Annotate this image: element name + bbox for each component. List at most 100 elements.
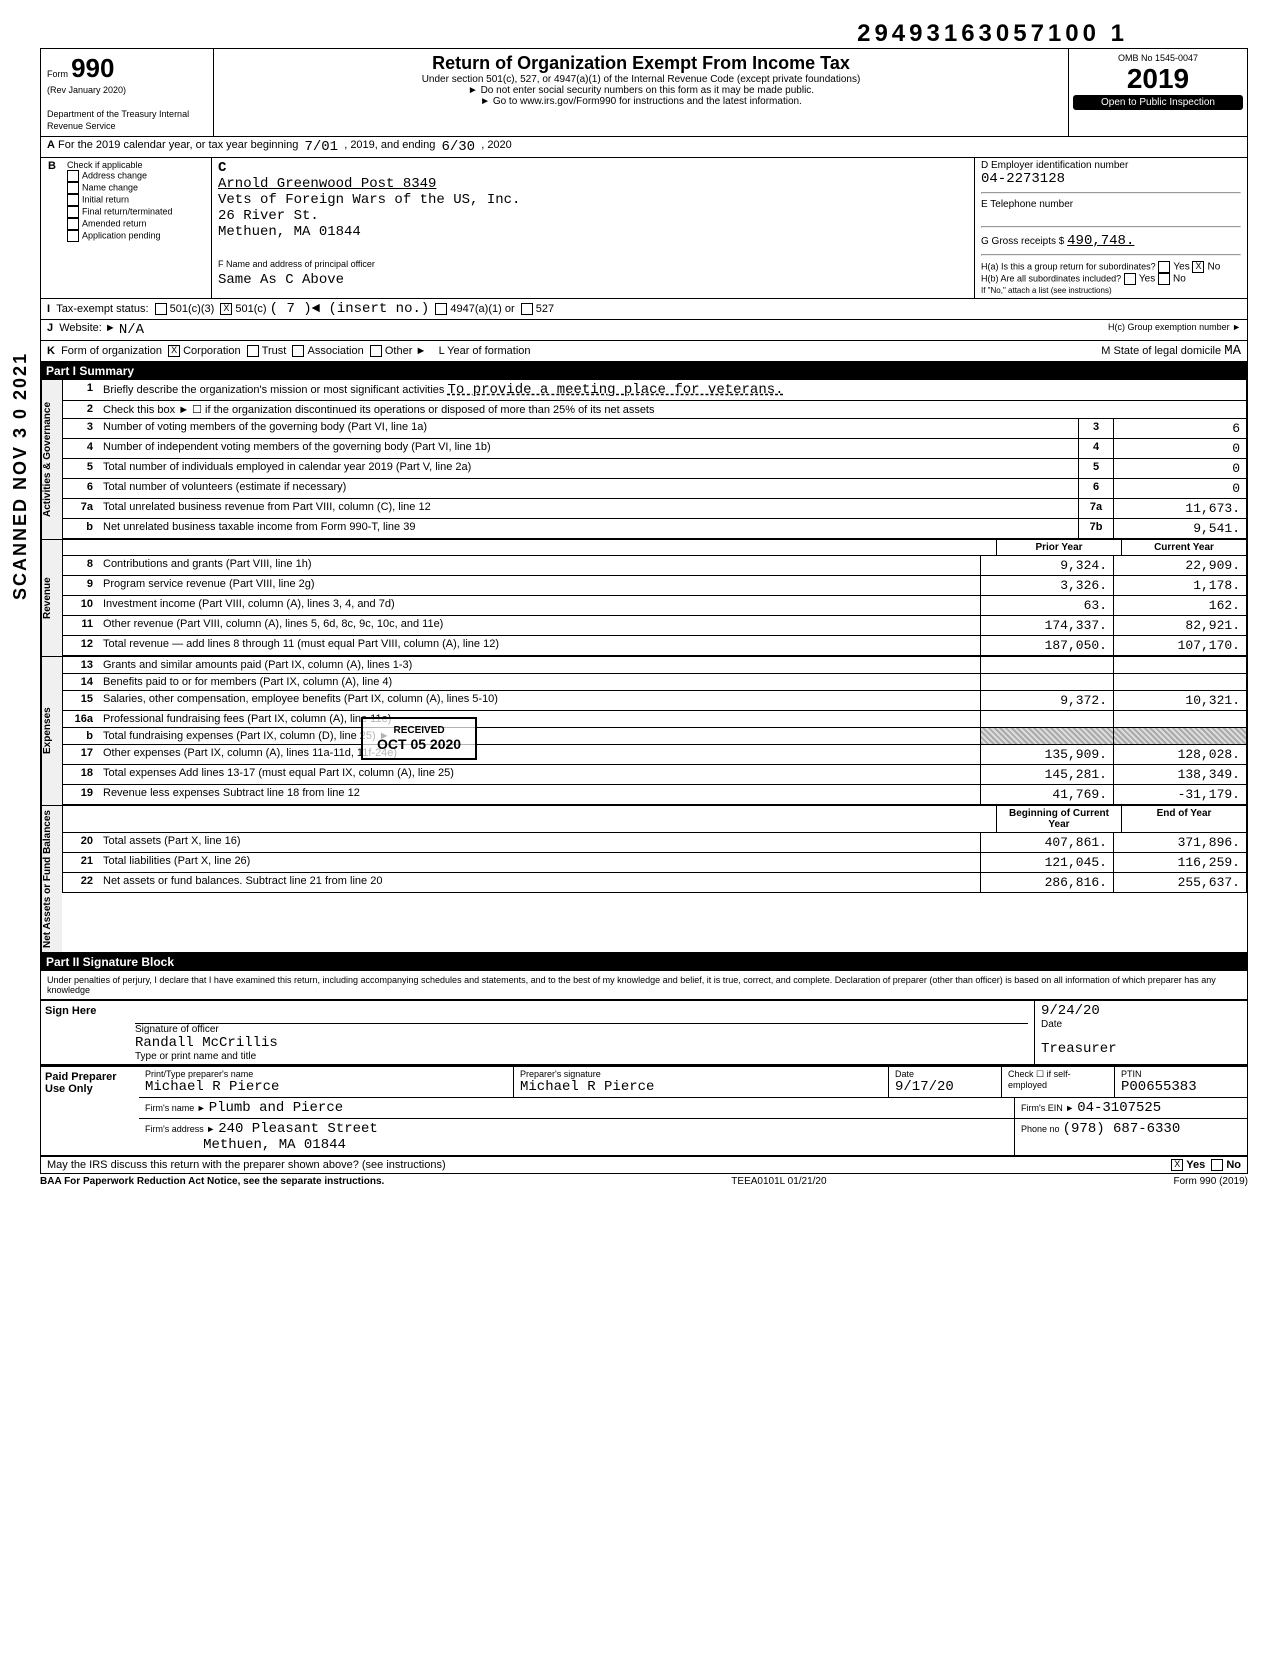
line-19-curr: -31,179. [1113, 785, 1246, 804]
line-21-desc: Total liabilities (Part X, line 26) [99, 853, 980, 872]
label-hb: H(b) Are all subordinates included? [981, 274, 1121, 284]
line-b-curr [1113, 728, 1246, 744]
discuss-no-box[interactable] [1211, 1159, 1223, 1171]
line-18-prior: 145,281. [980, 765, 1113, 784]
line-15-desc: Salaries, other compensation, employee b… [99, 691, 980, 710]
subtitle-2: ► Do not enter social security numbers o… [218, 85, 1064, 96]
row-k: K Form of organization XCorporation Trus… [40, 341, 1248, 362]
check-application-pending[interactable] [67, 230, 79, 242]
line-7a-box: 7a [1078, 499, 1113, 518]
trust-box[interactable] [247, 345, 259, 357]
line-19-prior: 41,769. [980, 785, 1113, 804]
form-number: 990 [71, 53, 114, 83]
line-b-num: b [63, 519, 99, 538]
prep-date: 9/17/20 [895, 1079, 995, 1095]
ha-yes-box[interactable] [1158, 261, 1170, 273]
footer-left: BAA For Paperwork Reduction Act Notice, … [40, 1176, 384, 1187]
check-amended-return[interactable] [67, 218, 79, 230]
row-i: I Tax-exempt status: 501(c)(3) X501(c) (… [40, 299, 1248, 320]
line-16a-desc: Professional fundraising fees (Part IX, … [99, 711, 980, 727]
prior-year-hdr: Prior Year [996, 540, 1121, 555]
line-3-desc: Number of voting members of the governin… [99, 419, 1078, 438]
ptin: P00655383 [1121, 1079, 1241, 1095]
website-label: Website: ► [59, 322, 116, 338]
line-4-box: 4 [1078, 439, 1113, 458]
501c3-box[interactable] [155, 303, 167, 315]
side-tab-governance: Activities & Governance [41, 380, 62, 539]
date-label: Date [1041, 1019, 1062, 1030]
label-j: J [47, 322, 53, 338]
check-initial-return[interactable] [67, 194, 79, 206]
hb-no-box[interactable] [1158, 273, 1170, 285]
line-13-desc: Grants and similar amounts paid (Part IX… [99, 657, 980, 673]
check-name-change[interactable] [67, 182, 79, 194]
ha-no-box[interactable]: X [1192, 261, 1204, 273]
label-i: I [47, 303, 50, 315]
main-title: Return of Organization Exempt From Incom… [218, 53, 1064, 74]
line-12-desc: Total revenue — add lines 8 through 11 (… [99, 636, 980, 655]
corp-box[interactable]: X [168, 345, 180, 357]
side-tab-expenses: Expenses [41, 657, 62, 805]
line-22-end: 255,637. [1113, 873, 1246, 892]
label-a: A [47, 139, 55, 155]
line-19-num: 19 [63, 785, 99, 804]
firm-phone: (978) 687-6330 [1063, 1121, 1181, 1137]
other: Other ► [385, 345, 426, 357]
firm-label: Firm's name ► [145, 1103, 206, 1113]
line-12-num: 12 [63, 636, 99, 655]
label-g: G Gross receipts $ [981, 236, 1064, 247]
4947-box[interactable] [435, 303, 447, 315]
line-2-num: 2 [63, 401, 99, 418]
line-6-desc: Total number of volunteers (estimate if … [99, 479, 1078, 498]
current-year-hdr: Current Year [1121, 540, 1246, 555]
527: 527 [536, 303, 554, 315]
tax-year: 2019 [1073, 63, 1243, 95]
row-a-endyear: , 2020 [481, 139, 512, 155]
tax-exempt-label: Tax-exempt status: [56, 303, 148, 315]
form-org-label: Form of organization [61, 345, 162, 357]
line-17-num: 17 [63, 745, 99, 764]
line-18-curr: 138,349. [1113, 765, 1246, 784]
hb-yes-box[interactable] [1124, 273, 1136, 285]
check-address-change[interactable] [67, 170, 79, 182]
side-tab-net: Net Assets or Fund Balances [41, 806, 62, 952]
firm-addr-label: Firm's address ► [145, 1124, 215, 1134]
line-11-curr: 82,921. [1113, 616, 1246, 635]
line-7a-num: 7a [63, 499, 99, 518]
trust: Trust [262, 345, 287, 357]
line-1-num: 1 [63, 380, 99, 400]
line-5-box: 5 [1078, 459, 1113, 478]
line-7a-desc: Total unrelated business revenue from Pa… [99, 499, 1078, 518]
officer-title: Treasurer [1041, 1041, 1117, 1057]
row-a-mid: , 2019, and ending [344, 139, 435, 155]
label-k: K [47, 345, 55, 357]
line-20-begin: 407,861. [980, 833, 1113, 852]
line-4-num: 4 [63, 439, 99, 458]
501c-box[interactable]: X [220, 303, 232, 315]
line-3-val: 6 [1113, 419, 1246, 438]
discuss-text: May the IRS discuss this return with the… [47, 1159, 446, 1171]
line-11-prior: 174,337. [980, 616, 1113, 635]
discuss-yes-box[interactable]: X [1171, 1159, 1183, 1171]
line-9-num: 9 [63, 576, 99, 595]
line-13-curr [1113, 657, 1246, 673]
org-city: Methuen, MA 01844 [218, 224, 361, 240]
line-8-curr: 22,909. [1113, 556, 1246, 575]
label-e: E Telephone number [981, 199, 1241, 210]
association: Association [307, 345, 363, 357]
subtitle-1: Under section 501(c), 527, or 4947(a)(1)… [218, 74, 1064, 85]
row-a: A For the 2019 calendar year, or tax yea… [40, 137, 1248, 158]
prep-date-label: Date [895, 1069, 995, 1079]
part1-header: Part I Summary [40, 362, 1248, 380]
label-hc: H(c) Group exemption number ► [1108, 322, 1241, 338]
mission-text: To provide a meeting place for veterans. [447, 382, 783, 398]
check-label: Check if applicable [67, 160, 207, 170]
line-b-desc: Net unrelated business taxable income fr… [99, 519, 1078, 538]
assoc-box[interactable] [292, 345, 304, 357]
527-box[interactable] [521, 303, 533, 315]
line-22-num: 22 [63, 873, 99, 892]
check-final-return/terminated[interactable] [67, 206, 79, 218]
other-box[interactable] [370, 345, 382, 357]
line-15-num: 15 [63, 691, 99, 710]
label-f: F Name and address of principal officer [218, 259, 375, 269]
